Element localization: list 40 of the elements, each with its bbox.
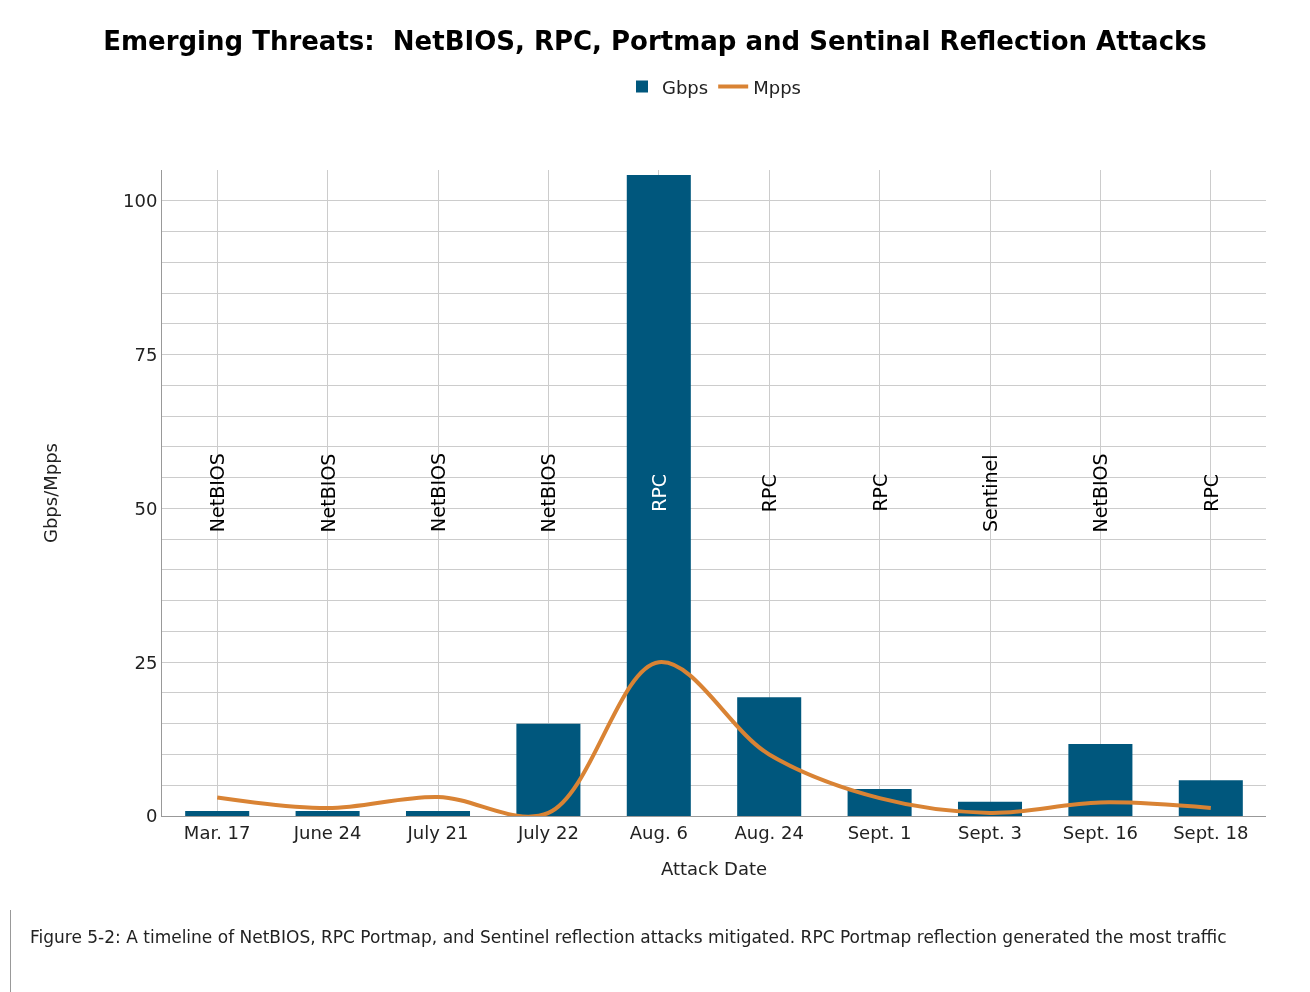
x-tick-label: Aug. 24 <box>734 821 804 843</box>
bar <box>516 723 581 816</box>
y-tick-label: 100 <box>123 190 158 212</box>
x-axis-title: Attack Date <box>660 857 768 879</box>
bar <box>185 811 250 816</box>
annotation: RPC <box>1199 473 1222 512</box>
x-tick-label: Sept. 18 <box>1173 821 1249 843</box>
y-tick-label: 75 <box>134 343 158 365</box>
annotation: Sentinel <box>979 454 1001 532</box>
y-tick-label: 50 <box>134 497 158 519</box>
x-tick-label: June 24 <box>292 821 362 843</box>
annotation: NetBIOS <box>1089 453 1112 533</box>
annotation: RPC <box>758 474 781 513</box>
x-tick-label: Sept. 1 <box>847 821 912 843</box>
y-axis-title: Gbps/Mpps <box>40 442 62 544</box>
x-tick-label: July 22 <box>516 821 579 843</box>
annotation: RPC <box>647 473 670 512</box>
y-tick-label: 0 <box>145 805 158 827</box>
bar <box>295 811 360 816</box>
bar <box>1068 744 1133 816</box>
bar <box>405 811 471 816</box>
y-tick-label: 25 <box>134 651 158 673</box>
caption: Figure 5-2: A timeline of NetBIOS, RPC Portmap, and Sentinel reflection attacks mitigated. RPC Portmap reflection generated the most traffic <box>30 926 1228 949</box>
annotation: NetBIOS <box>537 453 560 533</box>
bar <box>737 697 802 816</box>
x-tick-label: July 21 <box>406 821 469 843</box>
annotation: NetBIOS <box>316 453 339 533</box>
legend-label: Gbps <box>662 76 709 98</box>
bar <box>1178 780 1243 816</box>
legend-label: Mpps <box>753 76 801 98</box>
x-tick-label: Sept. 16 <box>1062 821 1139 843</box>
annotation: RPC <box>868 473 891 512</box>
x-tick-label: Mar. 17 <box>183 821 251 843</box>
annotation: NetBIOS <box>427 452 449 532</box>
line-series <box>215 660 1213 816</box>
chart-title: Emerging Threats: NetBIOS, RPC, Portmap and Sentinal Reflection Attacks <box>103 26 1207 57</box>
annotation: NetBIOS <box>206 453 229 533</box>
x-tick-label: Aug. 6 <box>629 821 688 843</box>
bar <box>626 174 691 816</box>
x-tick-label: Sept. 3 <box>958 821 1022 843</box>
